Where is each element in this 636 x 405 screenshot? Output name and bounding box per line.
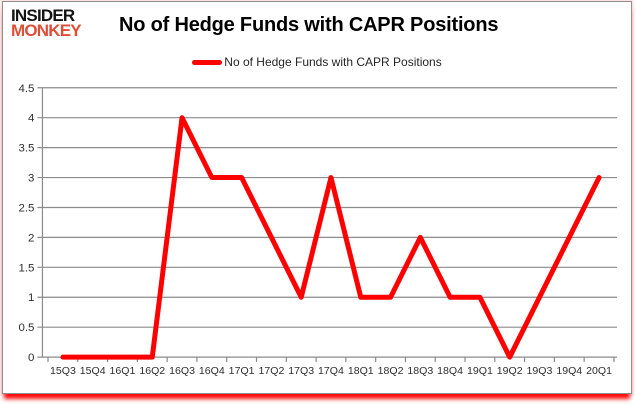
series-line (60, 115, 602, 360)
y-tick-label: 3 (28, 173, 34, 185)
x-axis-label: 19Q4 (556, 365, 582, 377)
x-axis-label: 18Q2 (378, 365, 404, 377)
x-axis-label: 19Q1 (467, 365, 493, 377)
x-axis-label: 15Q3 (50, 365, 76, 377)
y-tick-label: 4.5 (18, 83, 34, 95)
x-axis-label: 18Q1 (348, 365, 374, 377)
legend-line-swatch (192, 59, 223, 65)
x-axis-label: 16Q3 (169, 365, 195, 377)
x-axis-label: 20Q1 (586, 365, 612, 377)
x-axis-label: 17Q3 (288, 365, 314, 377)
chart-title: No of Hedge Funds with CAPR Positions (119, 14, 499, 36)
x-axis-label: 16Q2 (139, 365, 165, 377)
x-axis-label: 17Q2 (258, 365, 284, 377)
logo-line-monkey: MONKEY (11, 20, 82, 40)
y-tick-label: 2.5 (18, 202, 34, 214)
x-axis-label: 17Q1 (229, 365, 255, 377)
logo-line-insider: INSIDER (11, 6, 75, 25)
legend: No of Hedge Funds with CAPR Positions (3, 55, 631, 69)
x-axis-label: 19Q2 (497, 365, 523, 377)
plot-svg: 4.5 4 3.5 3 2.5 2 1.5 1 0.5 0 15Q3 15Q4 16Q1 16Q2 16Q3… (18, 83, 618, 377)
x-axis-label: 15Q4 (80, 365, 106, 377)
x-axis-label: 19Q3 (527, 365, 553, 377)
x-axis-label: 18Q4 (437, 365, 463, 377)
x-axis-label: 16Q1 (110, 365, 136, 377)
y-tick-label: 2 (28, 232, 34, 244)
y-tick-label: 0 (28, 352, 34, 364)
y-tick-label: 0.5 (18, 322, 34, 334)
y-tick-label: 1 (28, 292, 34, 304)
chart-frame: INSIDER MONKEY No of Hedge Funds with CA… (2, 1, 632, 394)
legend-label: No of Hedge Funds with CAPR Positions (224, 55, 442, 69)
x-axis-label: 17Q4 (318, 365, 344, 377)
y-tick-label: 1.5 (18, 262, 34, 274)
x-axis-label: 16Q4 (199, 365, 225, 377)
y-tick-label: 3.5 (18, 143, 34, 155)
y-tick-label: 4 (28, 113, 35, 125)
x-axis-label: 18Q3 (407, 365, 433, 377)
insider-monkey-logo: INSIDER MONKEY (11, 6, 82, 40)
